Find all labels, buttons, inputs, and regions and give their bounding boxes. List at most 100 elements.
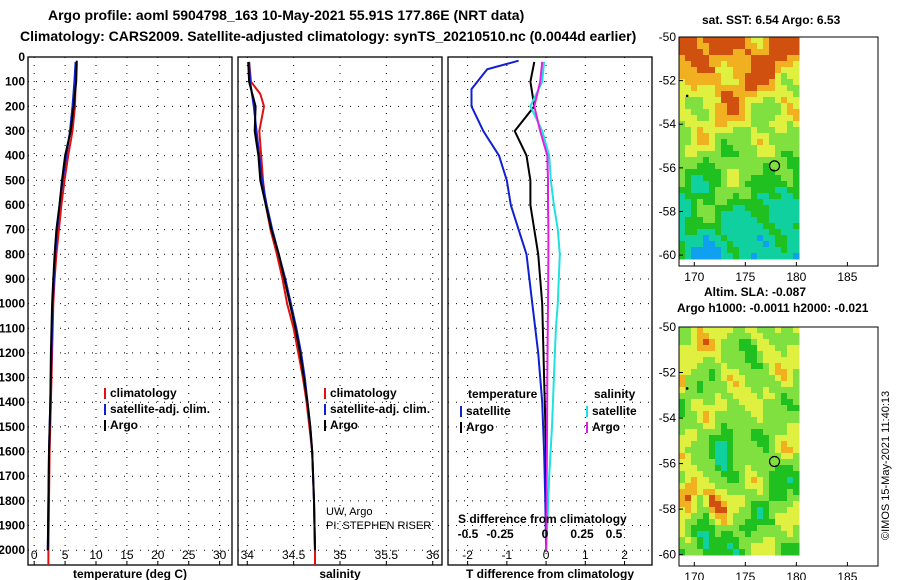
map-cell	[781, 507, 788, 514]
map-cell	[691, 103, 698, 110]
map-cell	[787, 157, 794, 164]
map-cell	[715, 393, 722, 400]
map-cell	[721, 175, 728, 182]
map-cell	[697, 49, 704, 56]
map-cell	[727, 91, 734, 98]
map-cell	[739, 217, 746, 224]
map-cell	[709, 229, 716, 236]
map-cell	[769, 175, 776, 182]
map-cell	[757, 49, 764, 56]
map-cell	[787, 55, 794, 62]
map-cell	[679, 333, 686, 340]
map-cell	[745, 163, 752, 170]
map-cell	[763, 67, 770, 74]
map-cell	[727, 49, 734, 56]
map-cell	[793, 223, 800, 230]
map-cell	[685, 471, 692, 478]
map-cell	[751, 429, 758, 436]
map-cell	[691, 175, 698, 182]
map-cell	[793, 489, 800, 496]
map-cell	[775, 175, 782, 182]
map-cell	[769, 217, 776, 224]
map-cell	[763, 37, 770, 44]
map-cell	[739, 139, 746, 146]
map-cell	[745, 193, 752, 200]
map-cell	[685, 151, 692, 158]
map-cell	[679, 103, 686, 110]
map-cell	[679, 79, 686, 86]
map-cell	[733, 223, 740, 230]
map-cell	[697, 507, 704, 514]
map-cell	[721, 549, 728, 556]
map-cell	[775, 501, 782, 508]
map-cell	[715, 193, 722, 200]
map-cell	[715, 79, 722, 86]
map-cell	[697, 241, 704, 248]
map-cell	[763, 175, 770, 182]
map-cell	[727, 103, 734, 110]
map-cell	[721, 363, 728, 370]
map-cell	[685, 363, 692, 370]
map-cell	[751, 489, 758, 496]
map-cell	[679, 363, 686, 370]
map-cell	[763, 507, 770, 514]
map-cell	[787, 115, 794, 122]
map-cell	[769, 465, 776, 472]
map-cell	[757, 429, 764, 436]
map-cell	[727, 453, 734, 460]
map-cell	[691, 393, 698, 400]
map-cell	[739, 477, 746, 484]
map-cell	[709, 151, 716, 158]
secondary-tick-label: -0.25	[486, 527, 514, 541]
map-cell	[685, 91, 692, 98]
map-cell	[727, 223, 734, 230]
map-cell	[721, 405, 728, 412]
map-cell	[781, 193, 788, 200]
map-cell	[757, 513, 764, 520]
map-cell	[793, 235, 800, 242]
map-cell	[679, 357, 686, 364]
map-cell	[793, 441, 800, 448]
map-cell	[715, 375, 722, 382]
map-cell	[733, 43, 740, 50]
map-cell	[727, 387, 734, 394]
map-cell	[715, 43, 722, 50]
map-cell	[733, 459, 740, 466]
map-cell	[709, 97, 716, 104]
map-cell	[703, 477, 710, 484]
map-cell	[763, 85, 770, 92]
map-cell	[691, 477, 698, 484]
map-cell	[685, 507, 692, 514]
map-cell	[691, 333, 698, 340]
map-cell	[793, 327, 800, 334]
map-cell	[709, 369, 716, 376]
map-cell	[751, 253, 758, 260]
map-x-tick-label: 185	[837, 270, 857, 284]
map-cell	[703, 103, 710, 110]
map-cell	[775, 151, 782, 158]
map-cell	[691, 435, 698, 442]
map-cell	[751, 495, 758, 502]
map-cell	[757, 363, 764, 370]
map-cell	[727, 133, 734, 140]
map-cell	[715, 151, 722, 158]
map-cell	[769, 345, 776, 352]
map-cell	[679, 43, 686, 50]
secondary-tick-label: -0.5	[458, 527, 479, 541]
map-cell	[691, 97, 698, 104]
map-cell	[763, 199, 770, 206]
map-cell	[685, 67, 692, 74]
map-cell	[751, 405, 758, 412]
map-cell	[769, 91, 776, 98]
map-cell	[679, 229, 686, 236]
map-cell	[685, 157, 692, 164]
map-cell	[709, 327, 716, 334]
map-cell	[727, 181, 734, 188]
map-cell	[721, 441, 728, 448]
map-cell	[745, 37, 752, 44]
map-cell	[697, 235, 704, 242]
map-cell	[721, 471, 728, 478]
map-cell	[685, 175, 692, 182]
map-cell	[697, 339, 704, 346]
map-cell	[685, 417, 692, 424]
